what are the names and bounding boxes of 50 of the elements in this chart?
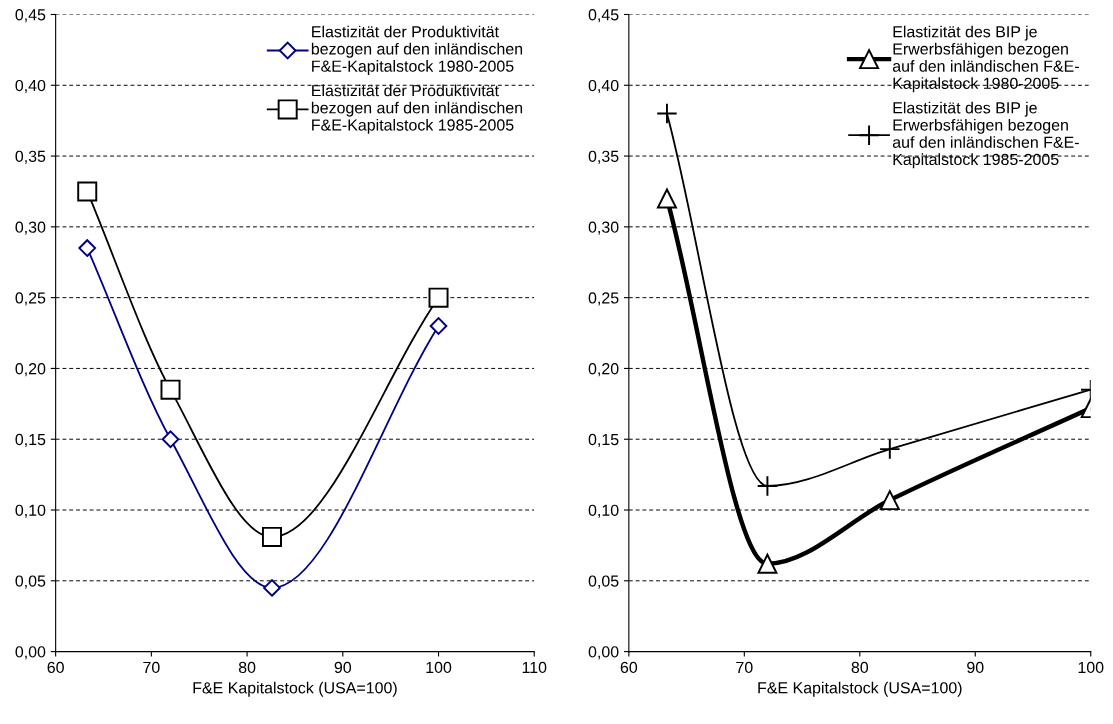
point <box>77 181 98 202</box>
y-tick-label: 0,05 <box>15 575 46 589</box>
point <box>263 579 281 597</box>
y-tick-label: 0,35 <box>15 150 46 164</box>
y-tick-label: 0,00 <box>588 646 619 660</box>
x-tick-label: 70 <box>736 661 753 674</box>
legend-label: Elastizität des BIP je Erwerbsfähigen bezogen auf den inländischen F&E- Kapitalstock 1980-2005 <box>892 25 1079 93</box>
x-tick-label: 80 <box>851 661 869 674</box>
point <box>756 475 779 497</box>
x-tick-label: 110 <box>522 661 547 674</box>
point <box>429 317 448 335</box>
x-tick-label: 70 <box>143 661 160 674</box>
y-tick-label: 0,45 <box>588 9 619 23</box>
y-tick-label: 0,20 <box>588 363 619 377</box>
y-tick-label: 0,15 <box>588 433 619 448</box>
point <box>656 188 677 209</box>
y-tick-label: 0,40 <box>588 79 619 94</box>
y-tick-label: 0,45 <box>15 9 46 23</box>
x-tick-label: 90 <box>967 661 984 674</box>
point <box>656 102 678 125</box>
x-tick-label: 80 <box>238 661 256 674</box>
y-tick-label: 0,00 <box>15 646 46 660</box>
x-axis-title: F&E Kapitalstock (USA=100) <box>758 681 962 697</box>
legend-label: Elastizität der Produktivität bezogen auf den inländischen F&E-Kapitalstock 1980-2005 <box>311 25 523 75</box>
point <box>879 490 900 511</box>
y-tick-label: 0,10 <box>588 504 619 518</box>
y-tick-label: 0,15 <box>15 433 46 448</box>
y-tick-label: 0,05 <box>588 575 619 589</box>
legend-label: Elastizität des BIP je Erwerbsfähigen bezogen auf den inländischen F&E- Kapitalstock 1985-2005 <box>892 101 1079 169</box>
y-tick-label: 0,40 <box>15 79 46 94</box>
y-tick-label: 0,25 <box>588 292 619 306</box>
y-tick-label: 0,35 <box>588 150 619 164</box>
y-tick-label: 0,20 <box>15 363 46 377</box>
x-tick-label: 100 <box>426 661 452 674</box>
legend-label: Elastizität der Produktivität bezogen auf den inländischen F&E-Kapitalstock 1985-2005 <box>311 84 523 134</box>
x-axis-title: F&E Kapitalstock (USA=100) <box>193 681 397 697</box>
y-tick-label: 0,30 <box>15 221 46 235</box>
x-tick-label: 100 <box>1078 661 1104 674</box>
point <box>261 526 282 547</box>
y-tick-label: 0,10 <box>15 504 46 518</box>
point <box>78 239 97 257</box>
x-tick-label: 90 <box>334 661 352 674</box>
y-tick-label: 0,25 <box>15 292 46 306</box>
point <box>160 379 181 400</box>
point <box>428 287 449 308</box>
x-tick-label: 60 <box>620 661 638 674</box>
y-tick-label: 0,30 <box>588 221 619 235</box>
point <box>757 553 778 574</box>
point <box>161 430 180 449</box>
x-tick-label: 60 <box>47 661 64 674</box>
